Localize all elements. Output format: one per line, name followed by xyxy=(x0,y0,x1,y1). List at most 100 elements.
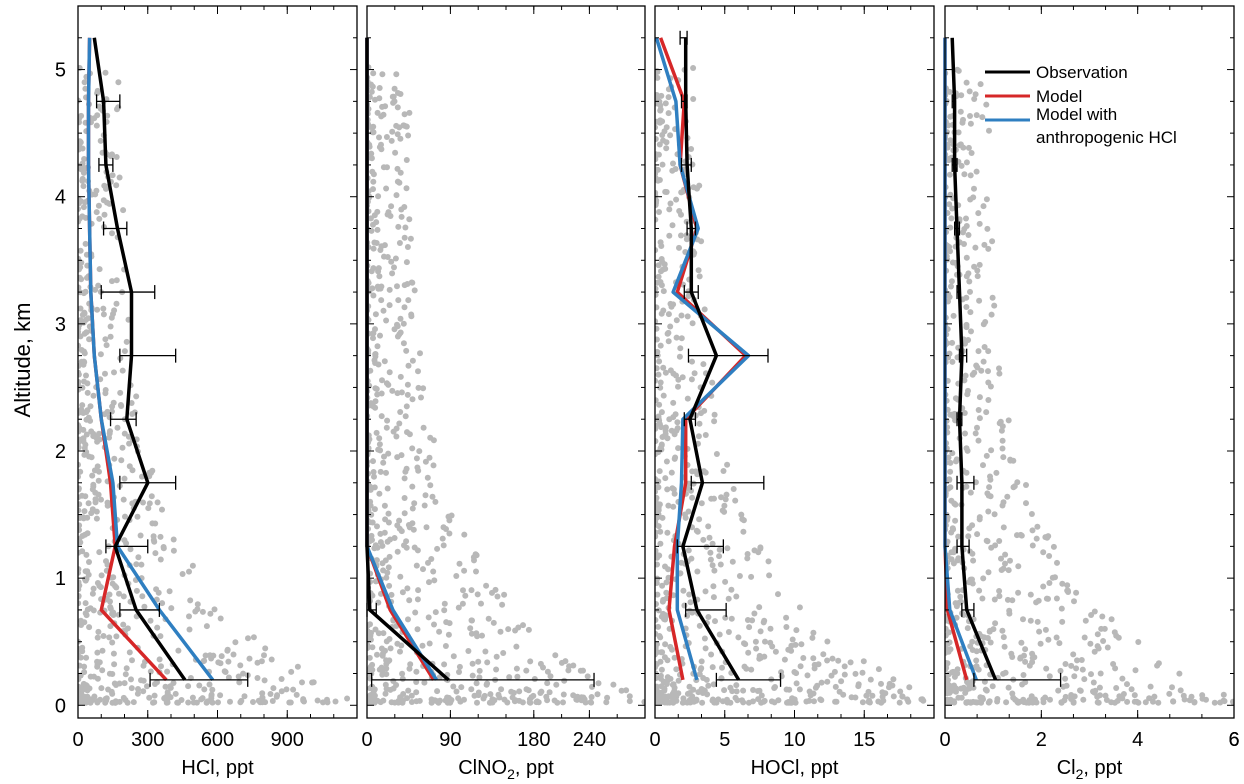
scatter-point xyxy=(515,624,522,631)
scatter-point xyxy=(691,370,698,377)
scatter-point xyxy=(111,455,118,462)
scatter-point xyxy=(623,687,630,694)
scatter-point xyxy=(690,65,697,71)
scatter-point xyxy=(675,445,682,452)
scatter-point xyxy=(655,304,660,311)
scatter-point xyxy=(135,686,141,692)
scatter-point xyxy=(961,226,968,232)
scatter-point xyxy=(81,156,88,162)
scatter-point xyxy=(372,360,379,366)
scatter-point xyxy=(388,699,395,706)
error-bar xyxy=(105,539,149,554)
scatter-point xyxy=(660,307,667,314)
scatter-point xyxy=(1014,479,1021,486)
scatter-point xyxy=(963,254,970,261)
scatter-point xyxy=(544,668,551,675)
scatter-point xyxy=(455,604,462,611)
scatter-point xyxy=(970,698,977,705)
scatter-point xyxy=(109,278,115,285)
scatter-point xyxy=(376,273,383,280)
scatter-point xyxy=(83,372,89,379)
scatter-point xyxy=(663,681,670,687)
scatter-point xyxy=(679,374,686,381)
scatter-point xyxy=(662,424,669,431)
panel-hocl: 0 5 10 15 HOCl, ppt xyxy=(649,5,935,779)
x-tick-label: 0 xyxy=(72,729,83,751)
scatter-point xyxy=(1029,527,1036,534)
scatter-point xyxy=(373,429,380,436)
scatter-point xyxy=(262,699,269,706)
scatter-point xyxy=(102,370,108,377)
scatter-point xyxy=(93,209,100,216)
scatter-point xyxy=(369,129,376,136)
scatter-point xyxy=(78,569,81,576)
scatter-point xyxy=(1033,535,1040,542)
scatter-point xyxy=(396,420,403,427)
scatter-point xyxy=(807,692,814,699)
scatter-point xyxy=(655,561,660,568)
scatter-point xyxy=(967,309,974,316)
scatter-point xyxy=(1090,679,1097,686)
scatter-point xyxy=(574,693,581,700)
scatter-point xyxy=(788,699,795,706)
scatter-point xyxy=(957,108,964,115)
scatter-point xyxy=(146,500,153,507)
scatter-point xyxy=(975,407,982,413)
scatter-point xyxy=(368,88,375,95)
scatter-point xyxy=(1116,693,1123,700)
scatter-point xyxy=(383,469,389,476)
scatter-point xyxy=(696,182,703,189)
scatter-point xyxy=(659,161,666,168)
scatter-point xyxy=(370,245,377,252)
scatter-point xyxy=(1154,662,1161,669)
scatter-point xyxy=(215,699,221,706)
scatter-point xyxy=(748,666,755,673)
scatter-point xyxy=(81,451,88,458)
scatter-point xyxy=(662,369,669,376)
y-tick-label: 3 xyxy=(55,314,66,336)
scatter-point xyxy=(419,642,426,649)
scatter-point xyxy=(394,548,401,555)
scatter-point xyxy=(81,697,88,704)
scatter-point xyxy=(372,626,379,633)
scatter-point xyxy=(344,695,351,702)
scatter-point xyxy=(1103,697,1110,703)
scatter-point xyxy=(371,506,378,513)
scatter-point xyxy=(725,629,732,635)
scatter-point xyxy=(676,353,683,360)
scatter-point xyxy=(97,351,104,358)
scatter-point xyxy=(662,188,669,195)
scatter-point xyxy=(945,671,952,678)
scatter-point xyxy=(211,606,218,613)
scatter-point xyxy=(278,676,285,682)
scatter-point xyxy=(80,204,87,211)
scatter-point xyxy=(79,175,86,182)
scatter-point xyxy=(565,667,572,674)
scatter-point xyxy=(958,685,964,692)
scatter-point xyxy=(391,326,398,333)
error-bar xyxy=(370,672,595,687)
scatter-point xyxy=(766,572,773,579)
scatter-point xyxy=(372,353,379,360)
scatter-point xyxy=(983,452,990,459)
scatter-point xyxy=(1005,417,1012,424)
scatter-point xyxy=(709,664,716,671)
scatter-point xyxy=(487,699,494,706)
scatter-point xyxy=(1146,695,1153,702)
x-tick-label: 15 xyxy=(853,729,875,751)
panel-hcl: 0 1 2 3 4 5 0 300 600 900 HCl, ppt xyxy=(55,5,358,779)
scatter-point xyxy=(793,680,800,687)
scatter-point xyxy=(78,97,82,104)
scatter-point xyxy=(450,653,457,660)
scatter-point xyxy=(1080,696,1087,703)
scatter-point xyxy=(377,468,384,475)
scatter-point xyxy=(1001,643,1008,650)
scatter-point xyxy=(394,131,401,138)
scatter-point xyxy=(656,209,662,215)
scatter-point xyxy=(982,319,989,325)
scatter-point xyxy=(945,454,952,461)
scatter-point xyxy=(258,658,265,665)
scatter-point xyxy=(860,658,867,665)
scatter-point xyxy=(90,483,97,490)
scatter-point xyxy=(703,676,710,683)
